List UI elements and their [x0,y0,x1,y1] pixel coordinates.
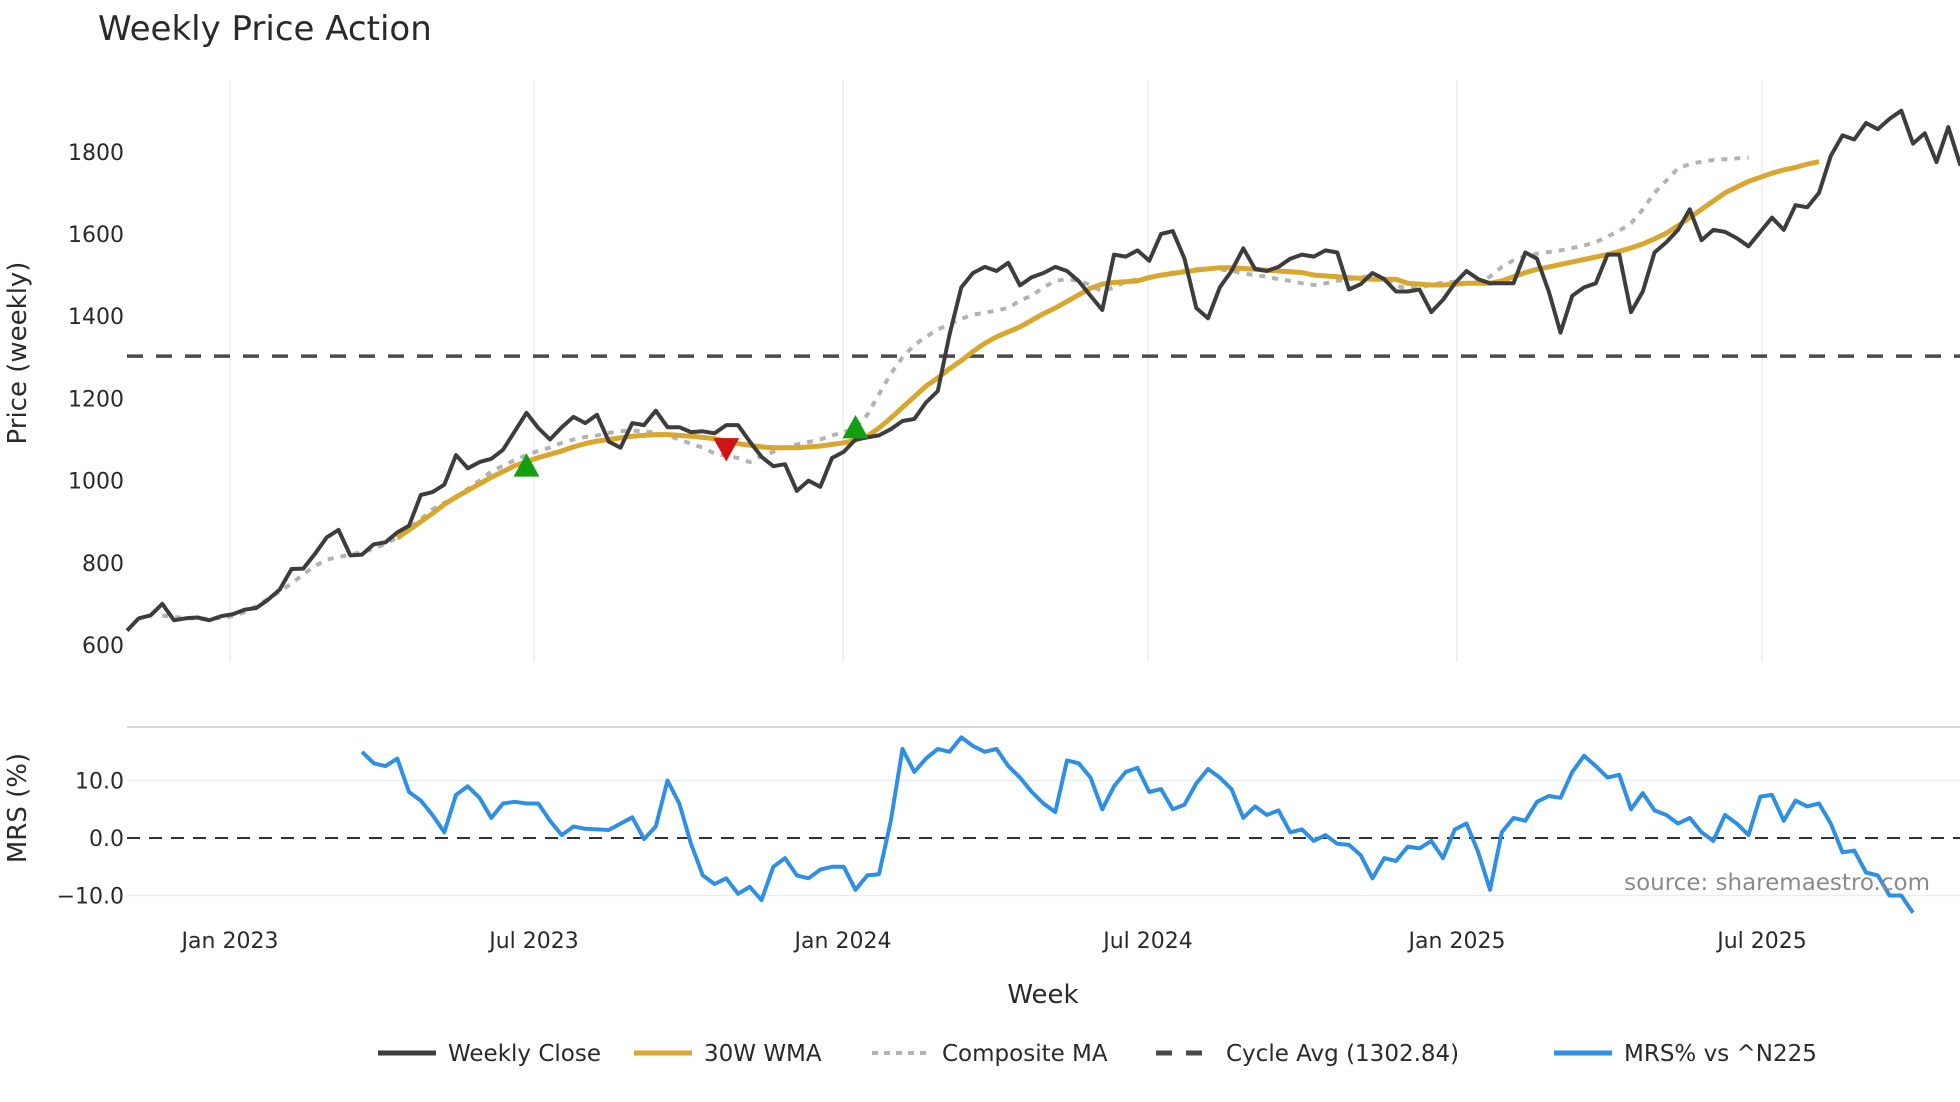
sell-signal-marker [713,438,740,462]
price-y-axis-label: Price (weekly) [3,262,33,445]
source-note: source: sharemaestro.com [1624,870,1930,896]
weekly-close-line [125,108,1960,632]
mrs-y-axis-label: MRS (%) [3,753,33,863]
mrs-y-tick-label: −10.0 [57,885,124,910]
price-y-tick-label: 1800 [68,141,124,166]
x-tick-label: Jul 2024 [1101,929,1193,954]
legend-label: MRS% vs ^N225 [1624,1041,1817,1067]
legend-item-weekly-close[interactable]: Weekly Close [378,1041,601,1067]
price-y-tick-label: 1600 [68,223,124,248]
signal-markers [513,414,869,477]
mrs-y-tick-label: 0.0 [89,827,124,852]
price-y-tick-label: 1000 [68,470,124,495]
legend-item-mrs[interactable]: MRS% vs ^N225 [1554,1041,1817,1067]
price-y-tick-label: 1200 [68,387,124,412]
legend-label: Cycle Avg (1302.84) [1226,1041,1459,1067]
mrs-line [360,735,1915,914]
x-tick-label: Jan 2024 [793,929,892,954]
price-panel: 600 800 1000 1200 1400 1600 1800 Price (weekly… [3,80,1960,662]
legend-label: 30W WMA [704,1041,822,1067]
x-tick-label: Jul 2023 [487,929,579,954]
x-tick-label: Jan 2023 [180,929,279,954]
price-y-tick-label: 800 [82,552,124,577]
x-axis-ticks: Jan 2023 Jul 2023 Jan 2024 Jul 2024 Jan 2025… [180,929,1807,954]
buy-signal-marker [842,414,869,439]
x-axis-label: Week [1007,980,1078,1010]
mrs-panel: −10.0 0.0 10.0 MRS (%) source: sharemaestr… [3,735,1960,914]
price-y-ticks: 600 800 1000 1200 1400 1600 1800 [68,141,124,659]
composite-ma-line [162,155,1749,621]
legend: Weekly Close 30W WMA Composite MA Cycle Avg… [378,1041,1817,1067]
price-grid [229,80,1763,662]
mrs-y-ticks: −10.0 0.0 10.0 [57,770,124,910]
legend-label: Weekly Close [448,1041,601,1067]
legend-label: Composite MA [942,1041,1108,1067]
legend-item-wma30[interactable]: 30W WMA [634,1041,822,1067]
mrs-y-tick-label: 10.0 [75,770,124,795]
mrs-grid [127,779,1960,897]
x-tick-label: Jul 2025 [1715,929,1807,954]
legend-item-cycle-avg[interactable]: Cycle Avg (1302.84) [1156,1041,1459,1067]
chart-title: Weekly Price Action [98,9,432,49]
price-y-tick-label: 1400 [68,305,124,330]
wma30-line [395,159,1820,541]
price-y-tick-label: 600 [82,634,124,659]
legend-item-composite-ma[interactable]: Composite MA [872,1041,1108,1067]
buy-signal-marker [513,453,540,477]
x-tick-label: Jan 2025 [1407,929,1506,954]
